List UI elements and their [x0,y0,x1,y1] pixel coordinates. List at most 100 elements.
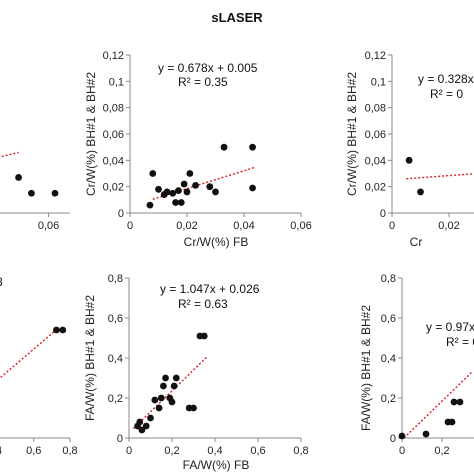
x-tick-label: 0,02 [176,220,197,232]
y-tick-label: 0,4 [381,353,396,365]
y-tick-label: 0,06 [103,129,124,141]
y-tick-label: 0 [118,208,124,220]
y-tick-label: 0,8 [108,273,123,285]
r-squared-label: R² = 0.35 [178,75,228,89]
y-tick-label: 0,8 [381,273,396,285]
x-tick-label: 0 [399,445,405,457]
trendline [403,371,473,439]
x-tick-label: 0,6 [26,445,41,457]
x-tick-label: 0 [127,220,133,232]
y-axis-label: Cr/W(%) BH#1 & BH#2 [345,72,359,196]
data-point [172,374,180,382]
y-tick-label: 0,1 [109,76,124,88]
data-point [169,189,177,197]
data-point [177,199,185,206]
data-point [183,188,191,196]
x-tick-label: 0,06 [290,220,311,232]
data-point [422,430,430,438]
data-point [142,422,150,430]
data-point [220,143,228,151]
y-tick-label: 0,08 [103,103,124,115]
x-tick-label: 0,8 [293,445,308,457]
data-point [157,394,165,402]
data-point [138,426,146,434]
y-tick-label: 0 [117,433,123,445]
data-point [172,199,180,206]
data-point [15,174,22,181]
data-point [163,188,171,196]
y-tick-label: 0,4 [108,353,123,365]
y-tick-label: 0,12 [103,50,124,62]
figure-title: sLASER [211,10,263,25]
data-point [249,143,256,151]
chart-panel-top-right: 0 0,02 0 0,02 0,04 0,06 0,08 0,1 0,12 y = 0.328xR… [345,50,474,249]
data-point [206,183,214,191]
data-point [200,332,208,340]
y-tick-label: 0,2 [108,393,123,405]
data-point [249,184,256,192]
x-tick-label: 0,4 [207,445,222,457]
chart-panel-bottom-left: ,4 0,6 0,8 8 [0,275,78,457]
data-point [448,418,456,426]
y-tick-label: 0 [380,208,386,220]
trendline [0,151,19,158]
r-squared-label: R² = 0.63 [178,297,228,311]
data-point [186,170,194,177]
data-point [160,382,167,390]
data-point [136,418,144,426]
regression-equation: y = 0.97x [426,320,474,334]
chart-panel-top-left: 0,06 [0,151,70,232]
trendline [0,328,58,379]
r-squared-label: R² = 0 [430,87,463,101]
y-tick-label: 0 [390,433,396,445]
regression-equation: y = 0.328x [418,72,474,86]
chart-panel-top-middle: 0 0,02 0,04 0,06 0 0,02 0,04 0,06 0,08 0,1 0,12 y =… [84,50,312,249]
y-tick-label: 0,04 [103,155,124,167]
data-point [417,188,424,196]
data-point [146,201,154,209]
data-point [155,185,162,193]
y-tick-label: 0,02 [365,182,386,194]
data-point [456,398,464,406]
y-axis-label: FA/W(%) BH#1 & BH#2 [359,305,373,431]
data-point [151,396,159,404]
x-tick-label: 0,06 [38,220,59,232]
data-point [175,187,182,195]
regression-equation: y = 1.047x + 0.026 [160,282,260,296]
x-axis-label: FA/W(%) FB [183,458,250,472]
y-tick-label: 0,02 [103,182,124,194]
x-axis-label: Cr/W(%) FB [184,235,249,249]
data-point [59,326,67,334]
data-point [450,398,458,406]
x-axis-label: Cr [410,235,423,249]
y-tick-label: 0,6 [381,313,396,325]
x-tick-label: ,4 [0,445,2,457]
data-point [405,156,413,164]
x-tick-label: 0,6 [250,445,265,457]
x-tick-label: 0 [389,220,395,232]
y-axis-label: Cr/W(%) BH#1 & BH#2 [84,72,98,196]
x-tick-label: 0 [126,445,132,457]
x-tick-label: 0,02 [438,220,459,232]
data-point [53,326,60,334]
data-point [180,180,188,188]
data-point [168,398,176,406]
regression-equation: y = 0.678x + 0.005 [158,61,258,75]
data-point [162,374,169,382]
x-tick-label: 0,8 [62,445,77,457]
y-axis-label: FA/W(%) BH#1 & BH#2 [83,295,97,421]
y-tick-label: 0,1 [371,76,386,88]
trendline [406,173,474,180]
x-tick-label: 0,2 [164,445,179,457]
y-tick-label: 0,2 [381,393,396,405]
y-tick-label: 0,08 [365,103,386,115]
y-tick-label: 0,6 [108,313,123,325]
data-point [51,189,59,197]
r-squared-label: R² = 0 [446,335,474,349]
trendline [132,356,207,430]
x-tick-label: 0,04 [233,220,254,232]
data-point [147,414,154,422]
data-point [155,404,163,412]
